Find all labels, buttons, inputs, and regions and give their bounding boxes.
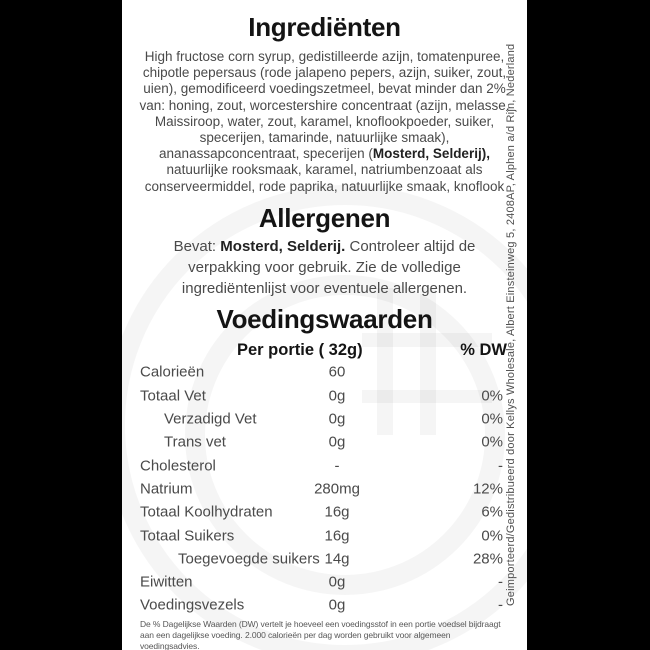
ingredients-heading: Ingrediënten [248, 12, 401, 42]
nutrition-table-header: Per portie ( 32g) % DW [122, 341, 527, 361]
nutrient-amount: 0g [328, 410, 346, 428]
table-row-calories: Calorieën 60 [122, 361, 527, 384]
nutrient-daily-value: 0% [481, 527, 503, 545]
nutrient-name: Totaal Vet [140, 387, 206, 405]
nutrition-label: Ingrediënten High fructose corn syrup, g… [122, 0, 527, 650]
allergens-text-end: Controleer altijd de verpakking voor geb… [181, 237, 476, 297]
distributor-vertical-text: Geimporteerd/Gedistribueerd door Kellys … [505, 43, 517, 607]
nutrient-amount: 16g [324, 527, 350, 545]
nutrient-name: Eiwitten [140, 573, 193, 591]
nutrient-amount: 60 [328, 363, 346, 381]
nutrient-name: Totaal Koolhydraten [140, 503, 273, 521]
nutrient-name: Totaal Suikers [140, 527, 235, 545]
serving-size-column-header: Per portie ( 32g) [237, 340, 363, 359]
nutrient-daily-value: - [498, 573, 503, 591]
ingredients-allergen-bold: Mosterd, Selderij), [372, 146, 490, 162]
label-content: Ingrediënten High fructose corn syrup, g… [122, 12, 527, 650]
nutrient-amount: - [334, 457, 340, 475]
table-row-trans-fat: Trans vet 0g 0% [122, 431, 527, 454]
nutrient-daily-value: - [498, 457, 503, 475]
nutrient-amount: 0g [328, 433, 346, 451]
table-row-protein: Eiwitten 0g - [122, 571, 527, 594]
nutrient-amount: 0g [328, 387, 346, 405]
ingredients-text-start: High fructose corn syrup, gedistilleerde… [139, 49, 510, 162]
nutrition-table: Per portie ( 32g) % DW Calorieën 60 Tota… [122, 341, 527, 617]
nutrient-name: Verzadigd Vet [164, 410, 257, 428]
allergens-heading: Allergenen [258, 202, 391, 233]
nutrient-amount: 0g [328, 573, 346, 591]
nutrient-name: Natrium [140, 480, 193, 498]
nutrient-amount: 280mg [314, 480, 360, 498]
nutrient-name: Toegevoegde suikers [178, 550, 320, 568]
allergens-paragraph: Bevat: Mosterd, Selderij. Controleer alt… [138, 236, 511, 299]
allergens-bold: Mosterd, Selderij. [220, 237, 346, 255]
table-row-added-sugars: Toegevoegde suikers 14g 28% [122, 547, 527, 570]
table-row-total-fat: Totaal Vet 0g 0% [122, 384, 527, 407]
nutrient-amount: 0g [328, 596, 346, 614]
nutrient-daily-value: - [498, 596, 503, 614]
table-row-cholesterol: Cholesterol - - [122, 454, 527, 477]
table-row-total-carbs: Totaal Koolhydraten 16g 6% [122, 501, 527, 524]
nutrient-name: Calorieën [140, 363, 205, 381]
nutrient-daily-value: 6% [481, 503, 503, 521]
nutrient-amount: 14g [324, 550, 350, 568]
nutrient-daily-value: 0% [481, 410, 503, 428]
nutrient-name: Voedingsvezels [140, 596, 245, 614]
ingredients-text-end: natuurlijke rooksmaak, karamel, natriumb… [144, 162, 505, 194]
table-row-dietary-fiber: Voedingsvezels 0g - [122, 594, 527, 617]
nutrient-name: Cholesterol [140, 457, 216, 475]
daily-value-footnote: De % Dagelijkse Waarden (DW) vertelt je … [140, 619, 501, 650]
nutrient-daily-value: 28% [472, 550, 503, 568]
table-row-total-sugars: Totaal Suikers 16g 0% [122, 524, 527, 547]
daily-value-column-header: % DW [460, 340, 507, 359]
table-row-sodium: Natrium 280mg 12% [122, 477, 527, 500]
nutrient-name: Trans vet [164, 433, 226, 451]
allergens-text-start: Bevat: [173, 237, 221, 255]
nutrition-heading: Voedingswaarden [216, 303, 433, 334]
ingredients-paragraph: High fructose corn syrup, gedistilleerde… [133, 49, 516, 195]
nutrient-daily-value: 12% [472, 480, 503, 498]
nutrient-amount: 16g [324, 503, 350, 521]
table-row-saturated-fat: Verzadigd Vet 0g 0% [122, 407, 527, 430]
nutrient-daily-value: 0% [481, 433, 503, 451]
nutrient-daily-value: 0% [481, 387, 503, 405]
